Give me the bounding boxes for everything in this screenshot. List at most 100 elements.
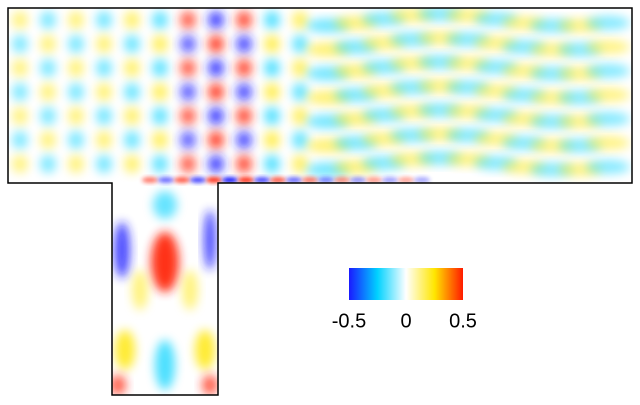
field-blob <box>124 131 140 149</box>
field-blob <box>202 375 218 395</box>
field-blob <box>68 11 84 29</box>
field-blob <box>152 83 168 101</box>
field-blob <box>236 35 252 53</box>
field-blob <box>264 131 280 149</box>
field-blob <box>96 83 112 101</box>
colorbar-tick-label: 0 <box>400 310 411 332</box>
field-blob <box>12 155 28 173</box>
field-blob <box>124 107 140 125</box>
field-blob <box>264 155 280 173</box>
field-blob <box>236 107 252 125</box>
field-blob <box>124 155 140 173</box>
colorbar-tick-label: -0.5 <box>332 310 366 332</box>
field-blob <box>208 107 224 125</box>
field-blob <box>96 155 112 173</box>
field-blob <box>292 11 308 29</box>
field-blob <box>180 11 196 29</box>
field-blob <box>264 11 280 29</box>
field-blob <box>292 83 308 101</box>
field-blob <box>270 177 286 183</box>
field-blob <box>40 155 56 173</box>
field-blob <box>586 39 630 54</box>
colorbar-tick-label: 0.5 <box>449 310 477 332</box>
field-blob <box>208 131 224 149</box>
field-blob <box>180 155 196 173</box>
field-blob <box>132 270 148 310</box>
field-blob <box>40 59 56 77</box>
field-blob <box>124 35 140 53</box>
field-blob <box>152 107 168 125</box>
field-blob <box>350 177 366 183</box>
field-blob <box>204 210 216 270</box>
field-blob <box>115 330 135 370</box>
field-blob <box>236 131 252 149</box>
field-blob <box>206 177 222 183</box>
field-blob <box>334 177 350 183</box>
field-blob <box>208 11 224 29</box>
field-blob <box>292 35 308 53</box>
field-blob <box>292 59 308 77</box>
field-blob <box>238 177 254 183</box>
colorbar <box>349 268 463 300</box>
field-blob <box>152 155 168 173</box>
field-blob <box>149 317 181 333</box>
field-blob <box>180 83 196 101</box>
field-blob <box>182 270 198 310</box>
field-blob <box>40 83 56 101</box>
field-blob <box>586 15 630 30</box>
field-blob <box>195 330 215 370</box>
field-blob <box>414 177 430 183</box>
field-blob <box>152 11 168 29</box>
field-blob <box>40 11 56 29</box>
field-blob <box>208 35 224 53</box>
field-blob <box>236 59 252 77</box>
field-blob <box>292 107 308 125</box>
field-blob <box>40 131 56 149</box>
field-blob <box>180 107 196 125</box>
domain-outline <box>7 7 633 396</box>
field-blob <box>12 11 28 29</box>
field-blob <box>96 131 112 149</box>
field-blob <box>12 107 28 125</box>
field-blob <box>586 63 630 78</box>
field-blob <box>586 159 630 174</box>
field-blob <box>180 35 196 53</box>
field-blob <box>68 59 84 77</box>
field-blob <box>174 177 190 183</box>
field-blob <box>586 111 630 126</box>
field-blob <box>152 59 168 77</box>
field-blob <box>264 107 280 125</box>
field-blob <box>180 131 196 149</box>
field-blob <box>152 35 168 53</box>
field-blob <box>236 155 252 173</box>
field-blob <box>586 135 630 150</box>
field-blob <box>96 35 112 53</box>
field <box>12 8 630 395</box>
field-blob <box>96 11 112 29</box>
field-blob <box>264 59 280 77</box>
field-blob <box>68 131 84 149</box>
field-blob <box>382 177 398 183</box>
field-blob <box>292 131 308 149</box>
field-blob <box>264 35 280 53</box>
field-blob <box>151 232 179 292</box>
field-blob <box>124 11 140 29</box>
field-blob <box>398 177 414 183</box>
field-blob <box>124 83 140 101</box>
field-blob <box>142 177 158 183</box>
field-blob <box>366 177 382 183</box>
field-blob <box>318 177 334 183</box>
field-blob <box>68 83 84 101</box>
field-blob <box>222 177 238 183</box>
field-blob <box>236 11 252 29</box>
field-blob <box>12 59 28 77</box>
field-blob <box>110 375 126 395</box>
field-blob <box>264 83 280 101</box>
field-blob <box>152 131 168 149</box>
field-blob <box>208 59 224 77</box>
field-blob <box>155 340 175 390</box>
field-blob <box>12 35 28 53</box>
field-blob <box>40 107 56 125</box>
field-blob <box>12 131 28 149</box>
